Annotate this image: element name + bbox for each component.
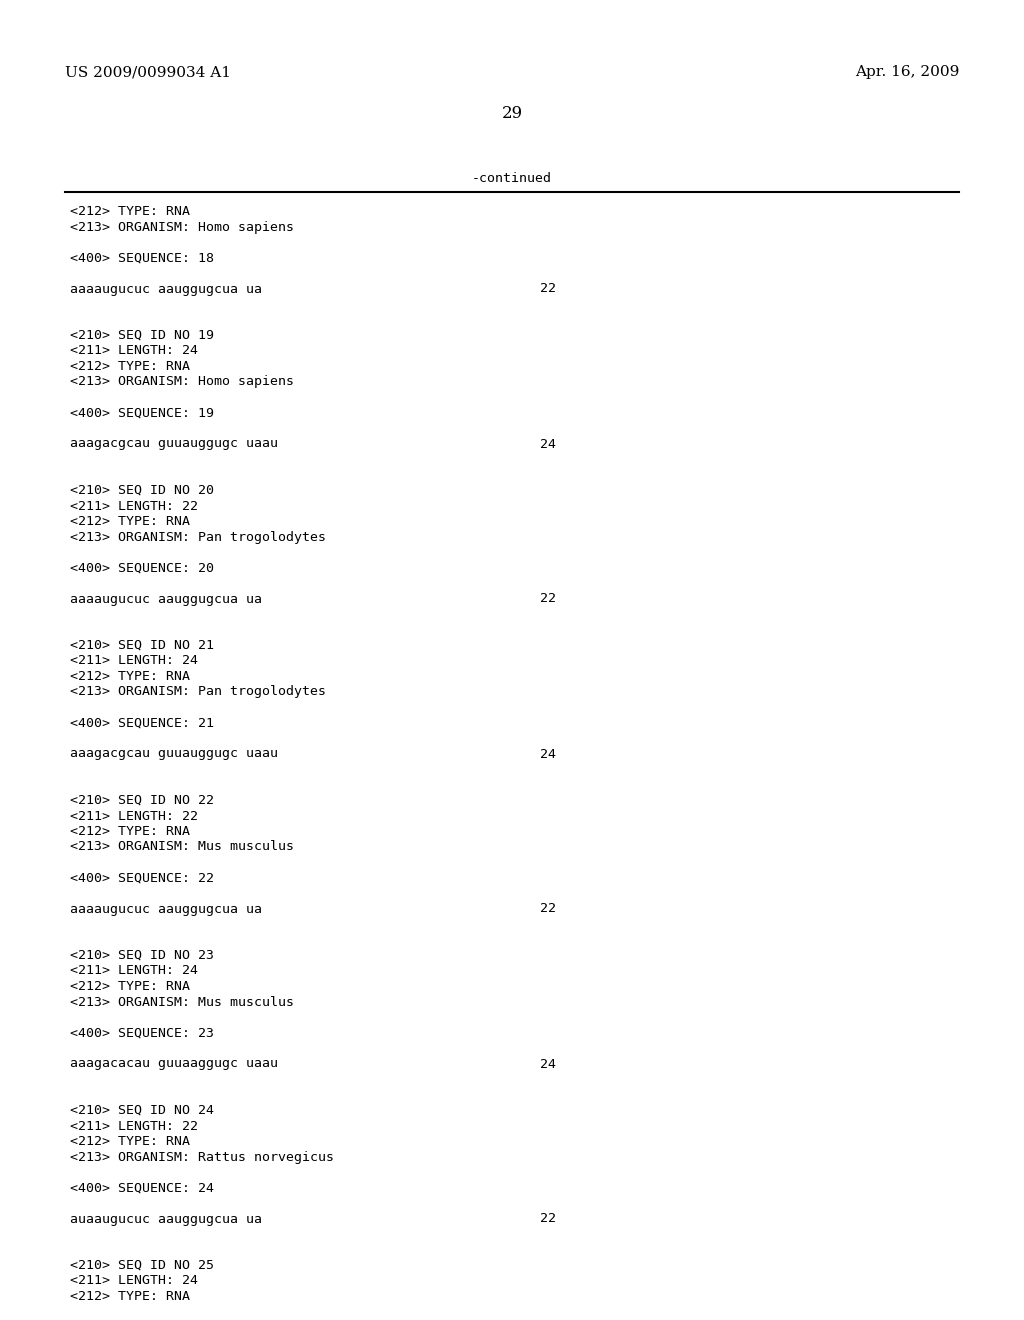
Text: aaaaugucuc aauggugcua ua: aaaaugucuc aauggugcua ua (70, 282, 262, 296)
Text: <210> SEQ ID NO 21: <210> SEQ ID NO 21 (70, 639, 214, 652)
Text: <211> LENGTH: 22: <211> LENGTH: 22 (70, 809, 198, 822)
Text: <213> ORGANISM: Mus musculus: <213> ORGANISM: Mus musculus (70, 995, 294, 1008)
Text: <212> TYPE: RNA: <212> TYPE: RNA (70, 671, 190, 682)
Text: <211> LENGTH: 22: <211> LENGTH: 22 (70, 499, 198, 512)
Text: aaagacgcau guuauggugc uaau: aaagacgcau guuauggugc uaau (70, 747, 278, 760)
Text: <210> SEQ ID NO 23: <210> SEQ ID NO 23 (70, 949, 214, 962)
Text: 24: 24 (540, 747, 556, 760)
Text: <400> SEQUENCE: 22: <400> SEQUENCE: 22 (70, 871, 214, 884)
Text: <212> TYPE: RNA: <212> TYPE: RNA (70, 205, 190, 218)
Text: <400> SEQUENCE: 24: <400> SEQUENCE: 24 (70, 1181, 214, 1195)
Text: 24: 24 (540, 437, 556, 450)
Text: 22: 22 (540, 903, 556, 916)
Text: 29: 29 (502, 106, 522, 121)
Text: 22: 22 (540, 593, 556, 606)
Text: <400> SEQUENCE: 23: <400> SEQUENCE: 23 (70, 1027, 214, 1040)
Text: <213> ORGANISM: Pan trogolodytes: <213> ORGANISM: Pan trogolodytes (70, 685, 326, 698)
Text: <212> TYPE: RNA: <212> TYPE: RNA (70, 825, 190, 838)
Text: <210> SEQ ID NO 19: <210> SEQ ID NO 19 (70, 329, 214, 342)
Text: aaagacacau guuaaggugc uaau: aaagacacau guuaaggugc uaau (70, 1057, 278, 1071)
Text: auaaugucuc aauggugcua ua: auaaugucuc aauggugcua ua (70, 1213, 262, 1225)
Text: <213> ORGANISM: Rattus norvegicus: <213> ORGANISM: Rattus norvegicus (70, 1151, 334, 1163)
Text: <210> SEQ ID NO 22: <210> SEQ ID NO 22 (70, 795, 214, 807)
Text: -continued: -continued (472, 172, 552, 185)
Text: <400> SEQUENCE: 20: <400> SEQUENCE: 20 (70, 561, 214, 574)
Text: <213> ORGANISM: Homo sapiens: <213> ORGANISM: Homo sapiens (70, 375, 294, 388)
Text: <211> LENGTH: 24: <211> LENGTH: 24 (70, 1275, 198, 1287)
Text: <210> SEQ ID NO 25: <210> SEQ ID NO 25 (70, 1259, 214, 1272)
Text: <212> TYPE: RNA: <212> TYPE: RNA (70, 515, 190, 528)
Text: <212> TYPE: RNA: <212> TYPE: RNA (70, 1135, 190, 1148)
Text: <211> LENGTH: 22: <211> LENGTH: 22 (70, 1119, 198, 1133)
Text: 24: 24 (540, 1057, 556, 1071)
Text: <210> SEQ ID NO 20: <210> SEQ ID NO 20 (70, 484, 214, 498)
Text: <211> LENGTH: 24: <211> LENGTH: 24 (70, 655, 198, 668)
Text: <211> LENGTH: 24: <211> LENGTH: 24 (70, 345, 198, 358)
Text: <212> TYPE: RNA: <212> TYPE: RNA (70, 1290, 190, 1303)
Text: aaagacgcau guuauggugc uaau: aaagacgcau guuauggugc uaau (70, 437, 278, 450)
Text: <212> TYPE: RNA: <212> TYPE: RNA (70, 360, 190, 374)
Text: 22: 22 (540, 282, 556, 296)
Text: <212> TYPE: RNA: <212> TYPE: RNA (70, 979, 190, 993)
Text: 22: 22 (540, 1213, 556, 1225)
Text: <213> ORGANISM: Mus musculus: <213> ORGANISM: Mus musculus (70, 841, 294, 854)
Text: <400> SEQUENCE: 21: <400> SEQUENCE: 21 (70, 717, 214, 730)
Text: <211> LENGTH: 24: <211> LENGTH: 24 (70, 965, 198, 978)
Text: Apr. 16, 2009: Apr. 16, 2009 (855, 65, 959, 79)
Text: <213> ORGANISM: Pan trogolodytes: <213> ORGANISM: Pan trogolodytes (70, 531, 326, 544)
Text: US 2009/0099034 A1: US 2009/0099034 A1 (65, 65, 231, 79)
Text: <400> SEQUENCE: 18: <400> SEQUENCE: 18 (70, 252, 214, 264)
Text: <210> SEQ ID NO 24: <210> SEQ ID NO 24 (70, 1104, 214, 1117)
Text: aaaaugucuc aauggugcua ua: aaaaugucuc aauggugcua ua (70, 593, 262, 606)
Text: aaaaugucuc aauggugcua ua: aaaaugucuc aauggugcua ua (70, 903, 262, 916)
Text: <213> ORGANISM: Homo sapiens: <213> ORGANISM: Homo sapiens (70, 220, 294, 234)
Text: <400> SEQUENCE: 19: <400> SEQUENCE: 19 (70, 407, 214, 420)
